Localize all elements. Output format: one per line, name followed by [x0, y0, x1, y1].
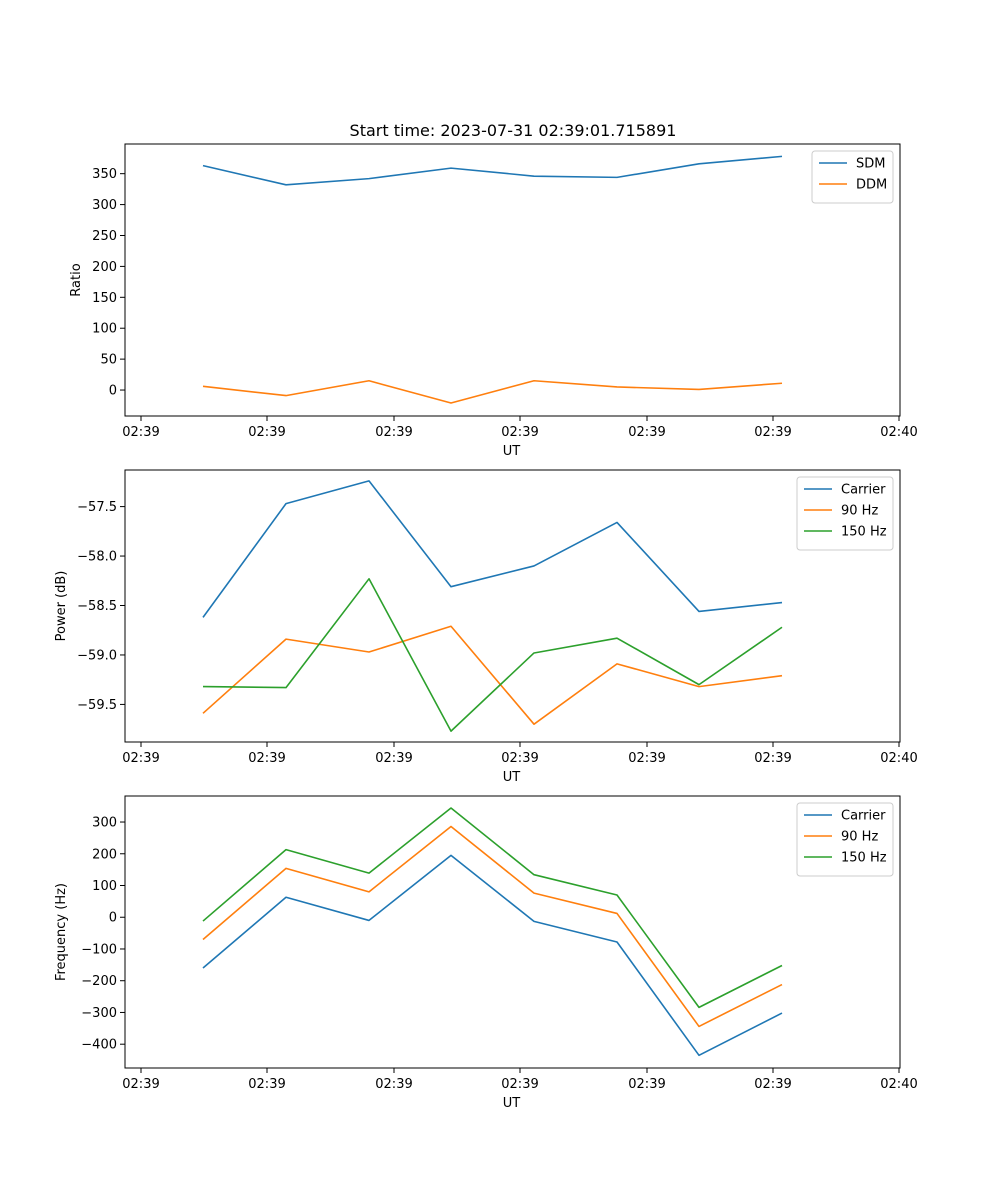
series-line-ddm: [202, 379, 783, 404]
x-tick-label: 02:40: [880, 751, 917, 766]
y-tick-label: −58.5: [77, 599, 117, 614]
legend-frame: [811, 150, 894, 204]
legend-label: DDM: [856, 178, 887, 193]
chart-panel-1: 02:39 02:39 02:39 02:39 02:39 02:39 02:40 0 50 10…: [69, 143, 918, 459]
x-tick-label: 02:39: [628, 1077, 665, 1092]
x-tick-label: 02:39: [501, 425, 538, 440]
series-line-carrier: [202, 854, 783, 1057]
y-tick-label: −59.0: [77, 648, 117, 663]
x-tick-label: 02:39: [375, 425, 412, 440]
legend-label: Carrier: [841, 809, 886, 824]
y-axis-label: Frequency (Hz): [54, 883, 69, 981]
y-tick-label: 100: [92, 879, 117, 894]
series-line-90-hz: [202, 825, 783, 1028]
y-tick-label: 50: [100, 353, 117, 368]
y-tick-label: −57.5: [77, 500, 117, 515]
y-axis-label: Power (dB): [54, 571, 69, 642]
x-tick-label: 02:39: [248, 751, 285, 766]
chart-panel-2: 02:39 02:39 02:39 02:39 02:39 02:39 02:40 −57.5…: [54, 469, 918, 785]
x-tick-label: 02:39: [248, 425, 285, 440]
y-tick-label: 200: [92, 260, 117, 275]
plot-area-frame: [124, 795, 901, 1069]
y-tick-label: 0: [109, 911, 117, 926]
y-tick-label: 300: [92, 198, 117, 213]
x-tick-label: 02:39: [754, 751, 791, 766]
x-tick-label: 02:39: [375, 1077, 412, 1092]
x-tick-label: 02:39: [122, 425, 159, 440]
x-tick-label: 02:39: [754, 425, 791, 440]
x-tick-label: 02:39: [754, 1077, 791, 1092]
figure-title: Start time: 2023-07-31 02:39:01.715891: [350, 121, 677, 140]
y-tick-label: 250: [92, 229, 117, 244]
x-axis-label: UT: [503, 444, 521, 459]
legend-label: 90 Hz: [841, 830, 878, 845]
y-tick-label: 300: [92, 816, 117, 831]
y-tick-label: −300: [81, 1006, 117, 1021]
legend-label: SDM: [856, 157, 885, 172]
legend-label: 150 Hz: [841, 525, 887, 540]
y-axis-label: Ratio: [69, 263, 84, 296]
x-axis-label: UT: [503, 1096, 521, 1111]
y-tick-label: −100: [81, 942, 117, 957]
y-tick-label: −400: [81, 1038, 117, 1053]
y-tick-label: 150: [92, 291, 117, 306]
series-line-90-hz: [202, 625, 783, 726]
y-tick-label: −200: [81, 974, 117, 989]
legend: Carrier 90 Hz 150 Hz: [796, 476, 894, 551]
legend: SDM DDM: [811, 150, 894, 204]
x-tick-label: 02:39: [501, 751, 538, 766]
series-line-carrier: [202, 480, 783, 618]
x-tick-label: 02:39: [248, 1077, 285, 1092]
x-tick-label: 02:40: [880, 425, 917, 440]
x-tick-label: 02:39: [122, 1077, 159, 1092]
y-tick-label: −59.5: [77, 698, 117, 713]
legend: Carrier 90 Hz 150 Hz: [796, 802, 894, 877]
y-tick-label: 200: [92, 847, 117, 862]
x-tick-label: 02:40: [880, 1077, 917, 1092]
x-tick-label: 02:39: [375, 751, 412, 766]
series-line-sdm: [202, 155, 783, 186]
legend-label: 90 Hz: [841, 504, 878, 519]
x-tick-label: 02:39: [122, 751, 159, 766]
y-tick-label: −58.0: [77, 550, 117, 565]
x-tick-label: 02:39: [628, 751, 665, 766]
chart-panel-3: 02:39 02:39 02:39 02:39 02:39 02:39 02:40 300 20…: [54, 795, 918, 1111]
x-axis-label: UT: [503, 770, 521, 785]
y-tick-label: 100: [92, 322, 117, 337]
y-tick-label: 0: [109, 384, 117, 399]
y-tick-label: 350: [92, 167, 117, 182]
plot-area-frame: [124, 143, 901, 417]
x-tick-label: 02:39: [628, 425, 665, 440]
series-line-150-hz: [202, 577, 783, 732]
series-line-150-hz: [202, 807, 783, 1009]
x-tick-label: 02:39: [501, 1077, 538, 1092]
legend-label: Carrier: [841, 483, 886, 498]
legend-label: 150 Hz: [841, 851, 887, 866]
plot-area-frame: [124, 469, 901, 743]
